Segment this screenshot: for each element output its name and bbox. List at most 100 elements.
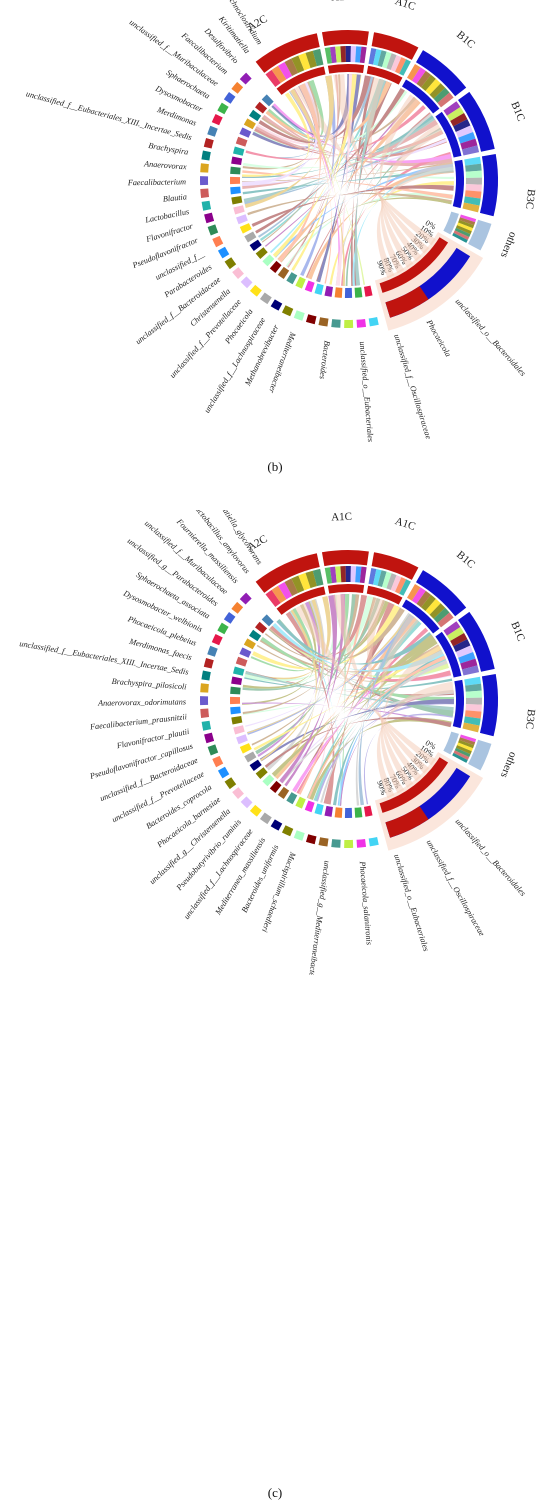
taxon-outer-block: [259, 812, 272, 825]
taxon-outer-block: [232, 267, 244, 280]
taxon-outer-block: [217, 766, 230, 779]
taxon-inner-block: [304, 800, 315, 813]
abundance-segment: [457, 222, 473, 232]
taxon-label-left: Pseudoflavonifractor_capillosus: [88, 742, 194, 782]
taxon-inner-block: [233, 205, 245, 215]
taxon-inner-block: [230, 186, 241, 195]
group-outer-arc: [468, 219, 492, 251]
chord: [245, 671, 454, 712]
abundance-segment: [312, 48, 324, 67]
abundance-segment: [359, 566, 367, 584]
abundance-segment: [443, 101, 461, 116]
abundance-segment: [429, 603, 446, 619]
abundance-segment: [324, 567, 333, 584]
taxon-outer-block: [200, 188, 210, 199]
abundance-segment: [350, 46, 357, 63]
taxon-inner-block: [363, 285, 373, 297]
taxon-outer-block: [207, 125, 218, 137]
chord: [247, 192, 453, 216]
group-inner-arc: [366, 65, 403, 85]
taxon-label-left: Anaerovorax: [143, 159, 187, 171]
group-inner-arc: [452, 679, 464, 729]
chord: [251, 185, 454, 227]
abundance-segment: [411, 587, 426, 604]
taxon-label-bottom: unclassified_o__Eubacteriales: [358, 341, 375, 442]
taxon-outer-block: [240, 276, 253, 289]
group-inner-arc: [276, 66, 326, 95]
chord: [350, 76, 375, 286]
taxon-outer-block: [239, 72, 252, 85]
chord: [261, 114, 453, 167]
abundance-segment: [271, 65, 287, 84]
taxon-inner-block: [230, 686, 241, 695]
taxon-inner-block: [244, 751, 257, 763]
chord-bacteroidales: [379, 94, 419, 268]
abundance-segment: [277, 581, 293, 600]
chord: [244, 677, 453, 690]
taxon-outer-block: [201, 670, 211, 681]
taxon-inner-block: [277, 786, 290, 799]
abundance-segment: [433, 87, 450, 103]
abundance-segment: [368, 48, 377, 65]
panel-c-caption: (c): [267, 1485, 283, 1500]
chord-links: [242, 594, 454, 806]
bacteroidales-red-arc: [385, 806, 429, 838]
abundance-segment: [437, 612, 454, 628]
taxon-outer-block: [344, 319, 354, 328]
abundance-segment: [446, 107, 465, 121]
abundance-segment: [425, 598, 441, 615]
abundance-segment: [465, 690, 482, 698]
abundance-segment: [340, 46, 346, 63]
taxon-outer-block: [231, 601, 244, 614]
abundance-segment: [458, 739, 475, 749]
abundance-segment: [464, 190, 482, 199]
abundance-segment: [464, 156, 482, 166]
taxon-inner-block: [314, 803, 324, 815]
taxon-inner-block: [231, 195, 243, 205]
abundance-segment: [465, 177, 482, 185]
taxon-inner-block: [239, 743, 252, 754]
abundance-segment: [355, 46, 362, 63]
abundance-segment: [464, 676, 482, 686]
abundance-segment: [329, 566, 337, 584]
abundance-segment: [329, 46, 337, 64]
taxon-label-left: Lactobacillus: [143, 207, 189, 225]
chord-bacteroidales: [295, 83, 436, 246]
abundance-segment: [421, 74, 436, 91]
chord: [264, 717, 452, 768]
taxon-outer-block: [207, 645, 218, 657]
chord: [271, 634, 436, 777]
abundance-segment: [429, 83, 446, 99]
group-label: B1C: [508, 100, 527, 123]
taxon-label-bottom: unclassified_o__Bacteroidales: [454, 817, 528, 898]
abundance-segment: [305, 570, 317, 589]
abundance-segment: [359, 46, 367, 64]
abundance-segment: [465, 170, 482, 178]
abundance-segment: [461, 145, 480, 156]
group-inner-arc: [327, 584, 365, 594]
taxon-outer-block: [281, 305, 294, 317]
abundance-segment: [386, 53, 397, 71]
group-label: others: [498, 230, 519, 259]
taxon-outer-block: [201, 150, 211, 161]
taxon-outer-block: [270, 819, 283, 831]
bacteroidales-inner-arc: [379, 757, 449, 813]
taxon-inner-block: [249, 109, 262, 122]
group-label: A1C: [393, 515, 416, 533]
abundance-segment: [390, 575, 402, 592]
abundance-segment: [298, 52, 311, 71]
abundance-segment: [465, 697, 482, 705]
group-label: others: [498, 750, 519, 779]
group-outer-arc: [371, 552, 419, 580]
abundance-segment: [459, 217, 476, 226]
taxon-outer-block: [259, 292, 272, 305]
taxon-inner-block: [269, 780, 282, 793]
taxon-outer-block: [217, 622, 229, 635]
abundance-segment: [465, 184, 482, 192]
abundance-segment: [453, 639, 471, 653]
taxon-inner-block: [230, 166, 241, 175]
group-label: B1C: [508, 620, 527, 643]
taxon-outer-block: [200, 163, 209, 173]
chord: [285, 192, 453, 268]
taxon-inner-block: [286, 792, 298, 805]
